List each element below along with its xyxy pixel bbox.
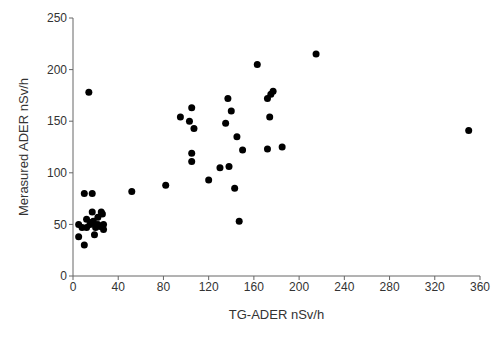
svg-text:50: 50 <box>54 218 68 232</box>
svg-text:150: 150 <box>47 114 67 128</box>
svg-text:80: 80 <box>157 280 171 294</box>
svg-text:240: 240 <box>334 280 354 294</box>
svg-text:100: 100 <box>47 166 67 180</box>
svg-text:200: 200 <box>289 280 309 294</box>
svg-text:280: 280 <box>380 280 400 294</box>
svg-text:0: 0 <box>70 280 77 294</box>
svg-text:360: 360 <box>470 280 490 294</box>
svg-text:Merasured ADER nSv/h: Merasured ADER nSv/h <box>16 78 31 216</box>
svg-text:0: 0 <box>60 269 67 283</box>
svg-text:TG-ADER nSv/h: TG-ADER nSv/h <box>229 307 324 322</box>
svg-text:200: 200 <box>47 63 67 77</box>
svg-text:160: 160 <box>244 280 264 294</box>
svg-text:40: 40 <box>112 280 126 294</box>
svg-text:120: 120 <box>199 280 219 294</box>
svg-text:320: 320 <box>425 280 445 294</box>
svg-text:250: 250 <box>47 11 67 25</box>
